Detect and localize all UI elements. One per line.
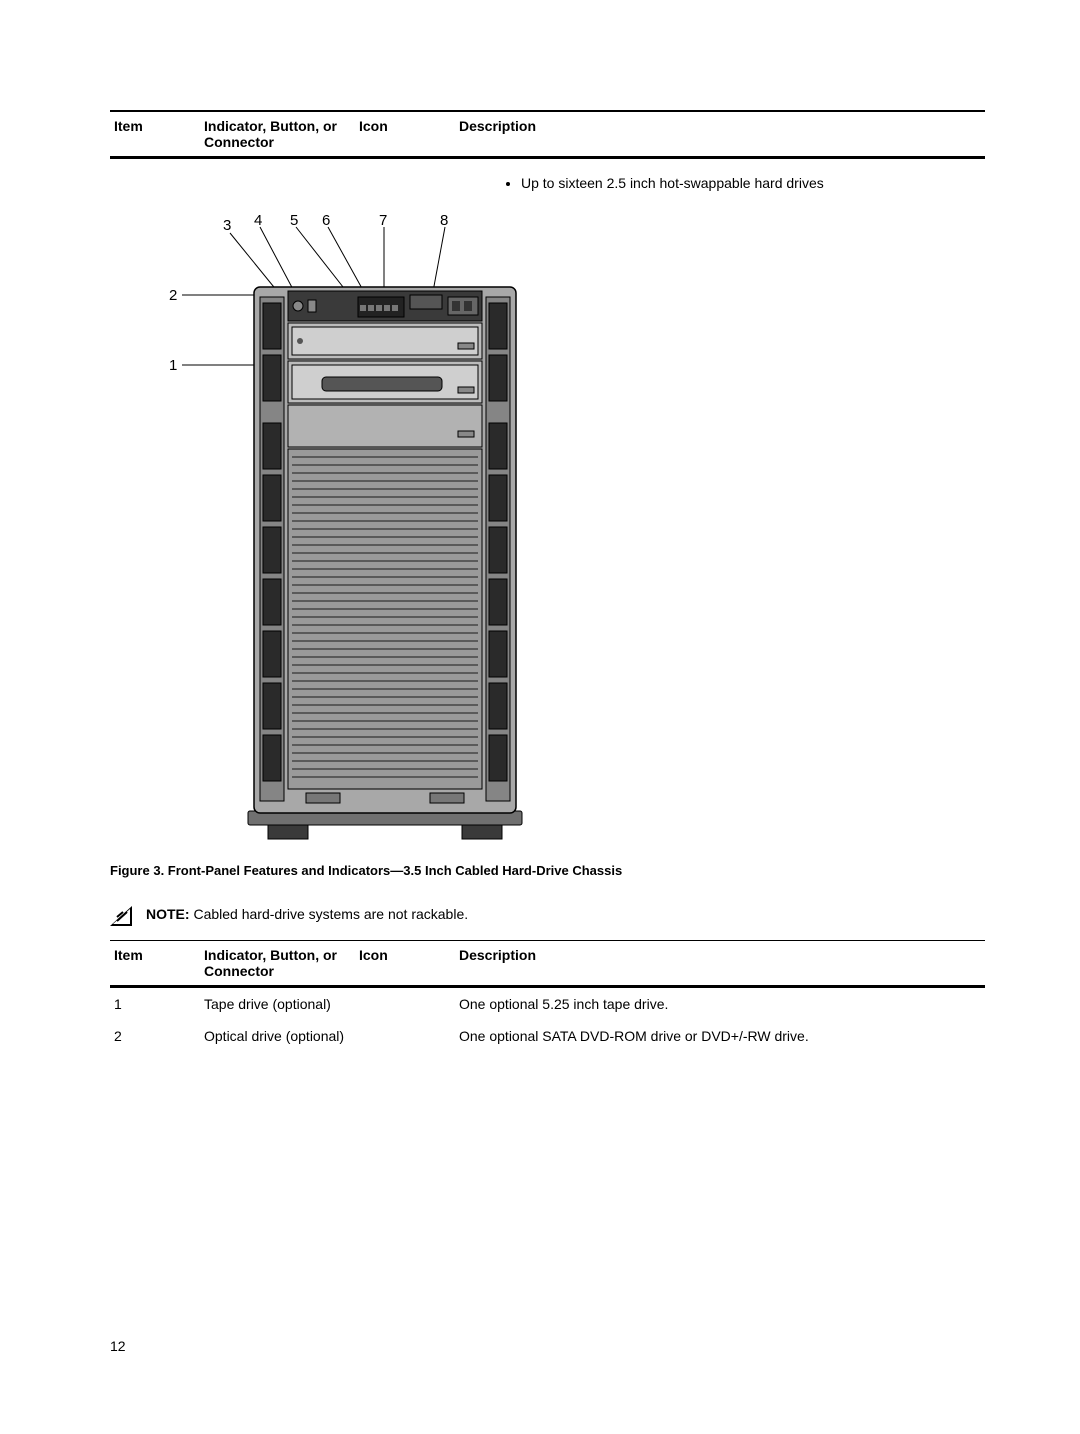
- bullet-list: Up to sixteen 2.5 inch hot-swappable har…: [459, 175, 981, 191]
- cell-item: 1: [110, 987, 200, 1021]
- note-icon: [110, 906, 132, 926]
- callout-1: 1: [169, 357, 177, 374]
- callout-2: 2: [169, 287, 177, 304]
- cell-item: 2: [110, 1020, 200, 1052]
- callout-6: 6: [322, 212, 330, 229]
- second-table: Item Indicator, Button, or Connector Ico…: [110, 940, 985, 1052]
- figure-caption: Figure 3. Front-Panel Features and Indic…: [110, 863, 985, 878]
- callout-5: 5: [290, 212, 298, 229]
- cell-icon: [355, 987, 455, 1021]
- cell-description: One optional SATA DVD-ROM drive or DVD+/…: [455, 1020, 985, 1052]
- callout-3: 3: [223, 217, 231, 234]
- col-indicator-header: Indicator, Button, or Connector: [200, 111, 355, 158]
- note-label: NOTE:: [146, 906, 190, 922]
- callout-7: 7: [379, 212, 387, 229]
- cell-indicator: Optical drive (optional): [200, 1020, 355, 1052]
- page-number: 12: [110, 1338, 126, 1354]
- table-row: 2 Optical drive (optional) One optional …: [110, 1020, 985, 1052]
- note-row: NOTE: Cabled hard-drive systems are not …: [110, 906, 985, 926]
- col-indicator-header-2: Indicator, Button, or Connector: [200, 941, 355, 987]
- top-header-table: Item Indicator, Button, or Connector Ico…: [110, 110, 985, 199]
- bullet-item: Up to sixteen 2.5 inch hot-swappable har…: [521, 175, 981, 191]
- figure-area: 1 2 3 4 5 6 7 8: [110, 205, 985, 845]
- callout-4: 4: [254, 212, 262, 229]
- cell-icon: [355, 1020, 455, 1052]
- note-text: NOTE: Cabled hard-drive systems are not …: [146, 906, 468, 922]
- note-body: Cabled hard-drive systems are not rackab…: [190, 906, 469, 922]
- tower-diagram: [240, 283, 530, 843]
- callout-8: 8: [440, 212, 448, 229]
- table-header-row-2: Item Indicator, Button, or Connector Ico…: [110, 941, 985, 987]
- col-icon-header: Icon: [355, 111, 455, 158]
- col-item-header-2: Item: [110, 941, 200, 987]
- col-description-header: Description: [455, 111, 985, 158]
- cell-indicator: Tape drive (optional): [200, 987, 355, 1021]
- table-header-row: Item Indicator, Button, or Connector Ico…: [110, 111, 985, 158]
- table-row: 1 Tape drive (optional) One optional 5.2…: [110, 987, 985, 1021]
- bullet-row: Up to sixteen 2.5 inch hot-swappable har…: [110, 158, 985, 200]
- cell-description: One optional 5.25 inch tape drive.: [455, 987, 985, 1021]
- col-item-header: Item: [110, 111, 200, 158]
- col-icon-header-2: Icon: [355, 941, 455, 987]
- col-description-header-2: Description: [455, 941, 985, 987]
